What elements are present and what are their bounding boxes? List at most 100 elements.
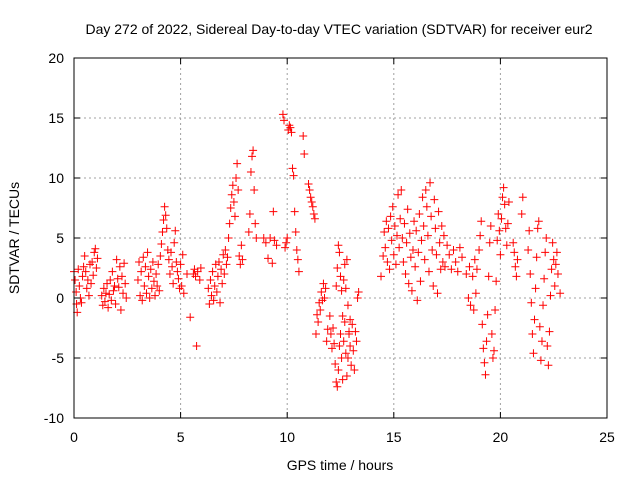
data-point [78,272,87,281]
data-point [429,282,438,290]
data-point [218,279,227,288]
data-point [99,284,108,293]
data-point [339,276,348,284]
data-point [300,150,309,158]
data-point [178,250,187,259]
data-point [272,241,281,250]
data-point [380,228,389,236]
data-point [458,253,467,262]
data-point [432,250,441,259]
data-point [245,210,254,218]
y-tick-labels: -10 -5 0 5 10 15 20 [44,50,64,426]
data-point [502,241,511,250]
data-point [435,238,444,247]
data-point [160,202,169,211]
data-point [98,301,107,310]
data-point [120,259,129,268]
data-point [415,210,424,218]
data-point [332,282,341,290]
data-point [477,217,486,226]
data-point [396,214,405,223]
data-point [403,205,412,214]
data-point [340,260,349,269]
data-point [114,283,123,292]
data-point [212,288,221,296]
data-point [481,370,490,379]
data-point [419,222,428,230]
data-point [352,337,361,346]
data-point [142,289,151,298]
data-point [323,325,332,334]
data-point [392,231,401,240]
data-point [501,224,510,233]
data-point [77,298,86,307]
data-point [322,337,331,346]
data-point [342,372,351,380]
data-point [204,284,213,293]
data-point [177,282,186,290]
data-point [152,270,161,278]
x-tick-label: 20 [493,429,509,445]
data-point [159,216,168,224]
data-point [248,152,257,161]
data-point [399,258,408,266]
data-point [136,291,145,300]
data-points [70,110,565,391]
data-point [556,289,565,298]
data-point [89,271,98,280]
x-tick-label: 10 [279,429,295,445]
data-point [119,289,128,298]
data-point [213,272,222,281]
data-point [353,294,362,302]
data-point [410,217,419,226]
data-point [424,267,433,276]
data-point [225,219,234,228]
data-point [382,217,391,226]
data-point [496,250,505,259]
data-point [478,320,487,329]
data-point [377,272,386,281]
data-point [402,238,411,247]
y-tick-label: -10 [44,410,64,426]
data-point [537,337,546,346]
data-point [475,246,484,254]
data-point [79,262,88,271]
data-point [311,330,320,338]
data-point [431,224,440,233]
data-point [430,195,439,204]
data-point [527,298,536,307]
data-point [278,110,287,119]
data-point [472,265,481,274]
data-point [541,248,550,257]
data-point [250,186,259,194]
data-point [287,128,296,137]
data-point [346,315,355,324]
y-tick-label: 5 [56,230,64,246]
data-point [423,231,432,240]
data-point [492,277,501,286]
data-point [510,248,519,257]
data-point [308,202,317,211]
data-point [237,241,246,250]
y-tick-label: 20 [48,50,64,66]
data-point [476,231,485,240]
data-point [495,226,504,235]
data-point [493,236,502,245]
data-point [384,224,393,233]
data-point [546,291,555,300]
data-point [341,284,350,293]
data-point [293,255,302,264]
data-point [417,236,426,245]
data-point [291,228,300,236]
data-point [207,291,216,300]
data-point [321,284,330,293]
data-point [336,272,345,281]
data-point [193,267,202,276]
data-point [400,219,409,228]
data-point [389,250,398,259]
data-point [542,234,551,242]
data-point [252,234,261,242]
data-point [338,312,347,320]
data-point [536,356,545,365]
data-point [90,248,99,257]
